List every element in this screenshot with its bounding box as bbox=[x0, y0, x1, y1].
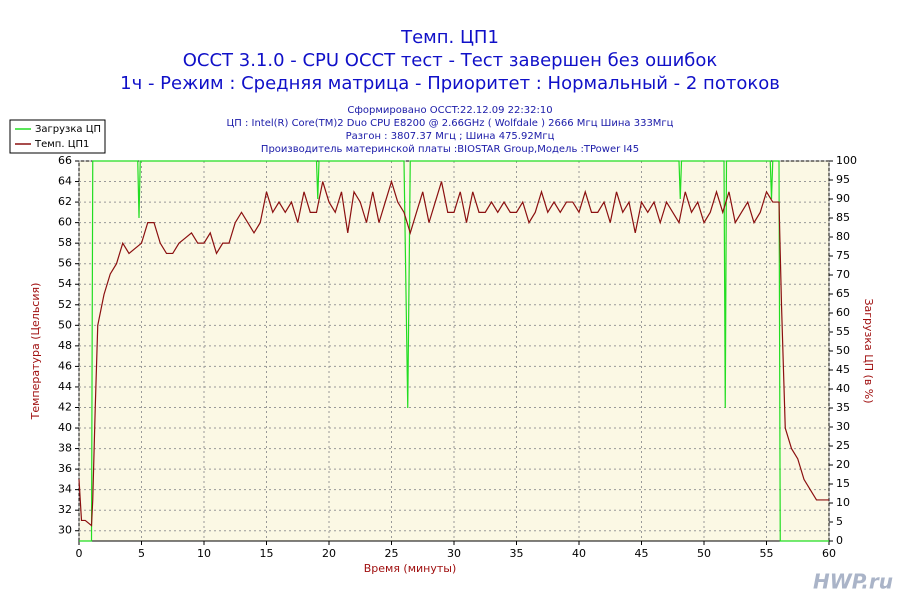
title: 1ч - Режим : Средняя матрица - Приоритет… bbox=[120, 73, 780, 94]
y2-tick-label: 5 bbox=[836, 515, 843, 528]
y-tick-label: 60 bbox=[58, 216, 72, 229]
title: Темп. ЦП1 bbox=[400, 27, 499, 48]
x-tick-label: 15 bbox=[260, 547, 274, 560]
y-tick-label: 48 bbox=[58, 339, 72, 352]
y-tick-label: 30 bbox=[58, 524, 72, 537]
x-tick-label: 55 bbox=[760, 547, 774, 560]
y2-tick-label: 65 bbox=[836, 287, 850, 300]
y2-tick-label: 60 bbox=[836, 306, 850, 319]
subtitle: Разгон : 3807.37 Мгц ; Шина 475.92Мгц bbox=[346, 131, 555, 142]
y2-tick-label: 0 bbox=[836, 534, 843, 547]
y2-tick-label: 45 bbox=[836, 363, 850, 376]
x-tick-label: 60 bbox=[822, 547, 836, 560]
y2-tick-label: 40 bbox=[836, 382, 850, 395]
y-tick-label: 42 bbox=[58, 400, 72, 413]
y-tick-label: 36 bbox=[58, 462, 72, 475]
y-tick-label: 38 bbox=[58, 442, 72, 455]
x-tick-label: 20 bbox=[322, 547, 336, 560]
y2-tick-label: 55 bbox=[836, 325, 850, 338]
y2-tick-label: 35 bbox=[836, 401, 850, 414]
y-tick-label: 56 bbox=[58, 257, 72, 270]
y-tick-label: 54 bbox=[58, 277, 72, 290]
y2-tick-label: 70 bbox=[836, 268, 850, 281]
x-tick-label: 10 bbox=[197, 547, 211, 560]
y2-tick-label: 100 bbox=[836, 154, 857, 167]
x-tick-label: 45 bbox=[635, 547, 649, 560]
x-tick-label: 25 bbox=[385, 547, 399, 560]
legend-label: Загрузка ЦП bbox=[35, 124, 101, 135]
series-line bbox=[78, 179, 829, 527]
titles: Темп. ЦП1 OCCT 3.1.0 - CPU OCCT тест - Т… bbox=[120, 27, 780, 155]
y-tick-label: 34 bbox=[58, 483, 72, 496]
y2-tick-label: 25 bbox=[836, 439, 850, 452]
subtitle: ЦП : Intel(R) Core(TM)2 Duo CPU E8200 @ … bbox=[226, 118, 673, 129]
y-tick-label: 40 bbox=[58, 421, 72, 434]
y-tick-label: 52 bbox=[58, 298, 72, 311]
legend bbox=[9, 119, 106, 154]
y2-tick-label: 10 bbox=[836, 496, 850, 509]
y2-tick-label: 85 bbox=[836, 211, 850, 224]
title: OCCT 3.1.0 - CPU OCCT тест - Тест заверш… bbox=[183, 50, 718, 71]
subtitle: Производитель материнской платы :BIOSTAR… bbox=[261, 144, 639, 155]
y2-tick-label: 15 bbox=[836, 477, 850, 490]
x-tick-label: 30 bbox=[447, 547, 461, 560]
series-line bbox=[79, 160, 829, 542]
y2-tick-label: 90 bbox=[836, 192, 850, 205]
y2-axis-label: Загрузка ЦП (в %) bbox=[862, 298, 875, 403]
y-tick-label: 50 bbox=[58, 318, 72, 331]
y-tick-label: 58 bbox=[58, 236, 72, 249]
x-axis-label: Время (минуты) bbox=[364, 562, 457, 575]
y2-tick-label: 95 bbox=[836, 173, 850, 186]
watermark: HWP.ru bbox=[813, 570, 893, 594]
y2-tick-label: 80 bbox=[836, 230, 850, 243]
y2-tick-label: 50 bbox=[836, 344, 850, 357]
y-tick-label: 64 bbox=[58, 175, 72, 188]
x-tick-label: 40 bbox=[572, 547, 586, 560]
x-tick-label: 50 bbox=[697, 547, 711, 560]
y-tick-label: 46 bbox=[58, 359, 72, 372]
y2-tick-label: 75 bbox=[836, 249, 850, 262]
x-tick-label: 5 bbox=[138, 547, 145, 560]
subtitle: Сформировано OCCT:22.12.09 22:32:10 bbox=[347, 105, 552, 116]
x-tick-label: 35 bbox=[510, 547, 524, 560]
y-tick-label: 66 bbox=[58, 154, 72, 167]
y-tick-label: 62 bbox=[58, 195, 72, 208]
y2-tick-label: 20 bbox=[836, 458, 850, 471]
y-tick-label: 44 bbox=[58, 380, 72, 393]
y-tick-label: 32 bbox=[58, 503, 72, 516]
y2-tick-label: 30 bbox=[836, 420, 850, 433]
x-tick-label: 0 bbox=[76, 547, 83, 560]
legend-label: Темп. ЦП1 bbox=[34, 139, 89, 150]
y-axis-label: Температура (Цельсия) bbox=[29, 283, 42, 421]
